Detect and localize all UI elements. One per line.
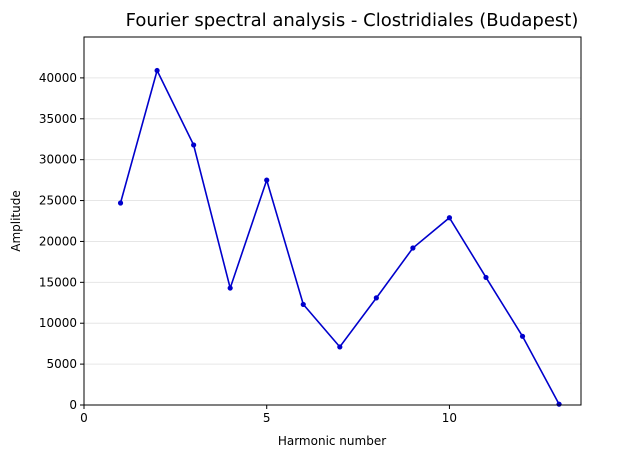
y-tick-label: 40000 (39, 71, 77, 85)
data-point (373, 295, 379, 301)
y-tick-label: 20000 (39, 234, 77, 248)
x-axis-label: Harmonic number (278, 434, 386, 448)
data-point (446, 215, 453, 221)
y-tick-label: 0 (69, 398, 77, 412)
x-tick-label: 10 (442, 411, 457, 425)
y-axis-ticks: 0 5000 10000 15000 20000 25000 30000 35000 40000 (39, 71, 84, 412)
data-point (191, 142, 197, 148)
x-tick-label: 0 (80, 411, 88, 425)
chart-title: Fourier spectral analysis - Clostridiale… (126, 10, 579, 31)
data-point (300, 301, 306, 308)
x-axis-ticks: 0 5 10 (80, 405, 457, 425)
data-point (483, 274, 489, 281)
plot-area (117, 67, 562, 407)
y-tick-label: 25000 (39, 194, 77, 208)
y-tick-label: 35000 (39, 112, 77, 126)
plot-frame (83, 36, 582, 406)
y-tick-label: 10000 (39, 316, 77, 330)
data-point (519, 333, 526, 339)
y-tick-label: 5000 (46, 357, 77, 371)
data-point (227, 285, 233, 291)
data-point (337, 344, 343, 350)
data-point (264, 177, 270, 183)
y-tick-label: 30000 (39, 153, 77, 167)
data-point (556, 401, 562, 407)
data-point (117, 200, 124, 206)
data-point (410, 245, 416, 251)
x-tick-label: 5 (263, 411, 271, 425)
data-point (154, 67, 160, 74)
gridlines (84, 77, 581, 365)
series-line (119, 68, 560, 405)
y-tick-label: 15000 (39, 275, 77, 289)
y-axis-label: Amplitude (9, 190, 23, 252)
